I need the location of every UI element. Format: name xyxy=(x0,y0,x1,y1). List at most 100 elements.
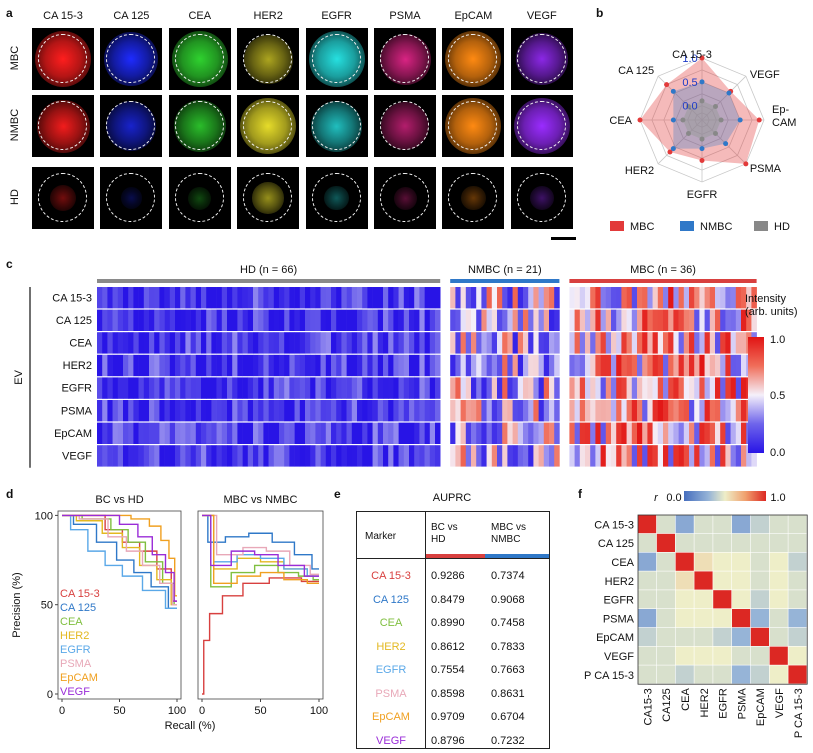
heatmap-cell xyxy=(533,354,539,377)
heatmap-cell xyxy=(107,332,113,354)
heatmap-cell xyxy=(585,422,591,444)
heatmap-cell xyxy=(320,422,327,444)
heatmap-cell xyxy=(305,377,311,399)
heatmap-cell xyxy=(657,400,664,422)
heatmap-cell xyxy=(450,332,456,354)
heatmap-cell xyxy=(741,400,747,422)
heatmap-cell xyxy=(725,377,731,399)
heatmap-cell xyxy=(117,287,124,309)
heatmap-cell xyxy=(715,377,721,399)
heatmap-cell xyxy=(709,377,716,399)
heatmap-cell xyxy=(486,377,493,399)
heatmap-cell xyxy=(611,377,617,399)
legend-label: NMBC xyxy=(700,221,732,233)
heatmap-row-label: EGFR xyxy=(61,383,92,395)
heatmap-cell xyxy=(590,309,596,331)
corr-cell xyxy=(694,533,713,552)
heatmap-cell xyxy=(263,309,269,331)
heatmap-cell xyxy=(590,400,596,422)
heatmap-cell xyxy=(683,354,690,377)
heatmap-cell xyxy=(538,377,545,399)
heatmap-cell xyxy=(746,287,752,309)
heatmap-cell xyxy=(497,445,503,467)
heatmap-cell xyxy=(435,445,441,467)
heatmap-cell xyxy=(419,400,425,422)
table-marker: EpCAM xyxy=(372,711,410,723)
heatmap-cell xyxy=(502,422,508,444)
heatmap-cell xyxy=(574,400,581,422)
heatmap-cell xyxy=(663,422,669,444)
heatmap-cell xyxy=(435,287,441,309)
radar-point xyxy=(686,104,692,110)
heatmap-cell xyxy=(585,332,591,354)
heatmap-cell xyxy=(465,309,472,331)
heatmap-cell xyxy=(377,445,384,467)
heatmap-cell xyxy=(621,309,627,331)
heatmap-cell xyxy=(523,287,529,309)
fluorescence-tile xyxy=(168,28,231,90)
heatmap-cell xyxy=(331,445,337,467)
radar-axis-label: CAM xyxy=(772,117,796,129)
heatmap-cell xyxy=(465,354,472,377)
heatmap-cell xyxy=(143,400,150,422)
heatmap-cell xyxy=(409,377,415,399)
dashed-ring xyxy=(106,173,156,222)
heatmap-cell xyxy=(491,422,498,444)
heatmap-cell xyxy=(372,354,379,377)
heatmap-cell xyxy=(149,445,155,467)
heatmap-cell xyxy=(450,400,456,422)
heatmap-cell xyxy=(725,445,731,467)
heatmap-cell xyxy=(97,309,103,331)
marker-header: EGFR xyxy=(321,10,352,22)
heatmap-cell xyxy=(299,309,306,331)
dashed-ring xyxy=(311,101,361,150)
heatmap-cell xyxy=(175,332,181,354)
heatmap-cell xyxy=(678,332,685,354)
heatmap-cell xyxy=(543,377,550,399)
heatmap-cell xyxy=(502,400,508,422)
heatmap-cell xyxy=(190,377,197,399)
heatmap-cell xyxy=(424,377,431,399)
marker-header: CEA xyxy=(188,10,212,22)
heatmap-cell xyxy=(367,445,373,467)
heatmap-cell xyxy=(268,309,275,331)
corr-col-label: EpCAM xyxy=(755,688,767,726)
column-divider xyxy=(425,512,426,748)
heatmap-cell xyxy=(450,287,456,309)
heatmap-cell xyxy=(715,422,721,444)
heatmap-cell xyxy=(346,400,353,422)
corr-cell xyxy=(788,515,807,534)
table-marker: CA 125 xyxy=(372,593,410,606)
heatmap-cell xyxy=(273,354,280,377)
heatmap-cell xyxy=(346,377,353,399)
heatmap-cell xyxy=(720,332,726,354)
heatmap-cell xyxy=(476,422,482,444)
legend-swatch xyxy=(610,221,624,231)
heatmap-cell xyxy=(626,309,633,331)
colorbar-title: (arb. units) xyxy=(745,306,798,318)
corr-row-label: VEGF xyxy=(604,651,634,663)
corr-col-label: VEGF xyxy=(774,688,786,718)
heatmap-cell xyxy=(476,445,482,467)
heatmap-cell xyxy=(279,422,285,444)
heatmap-cell xyxy=(663,354,669,377)
heatmap-cell xyxy=(647,309,653,331)
table-bc-value: 0.7554 xyxy=(431,664,465,676)
heatmap-cell xyxy=(216,354,223,377)
heatmap-cell xyxy=(491,377,498,399)
heatmap-cell xyxy=(206,445,212,467)
corr-cell xyxy=(750,590,769,609)
heatmap-cell xyxy=(538,332,545,354)
heatmap-cell xyxy=(195,332,202,354)
heatmap-cell xyxy=(574,422,581,444)
fluorescence-tile xyxy=(510,28,573,90)
heatmap-cell xyxy=(325,309,332,331)
heatmap-cell xyxy=(419,287,425,309)
heatmap-cell xyxy=(652,400,659,422)
fluorescence-tile xyxy=(100,167,163,229)
heatmap-cell xyxy=(377,354,384,377)
heatmap-cell xyxy=(517,354,524,377)
fluorescence-tile xyxy=(237,95,300,157)
heatmap-cell xyxy=(305,287,311,309)
heatmap-cell xyxy=(284,400,290,422)
